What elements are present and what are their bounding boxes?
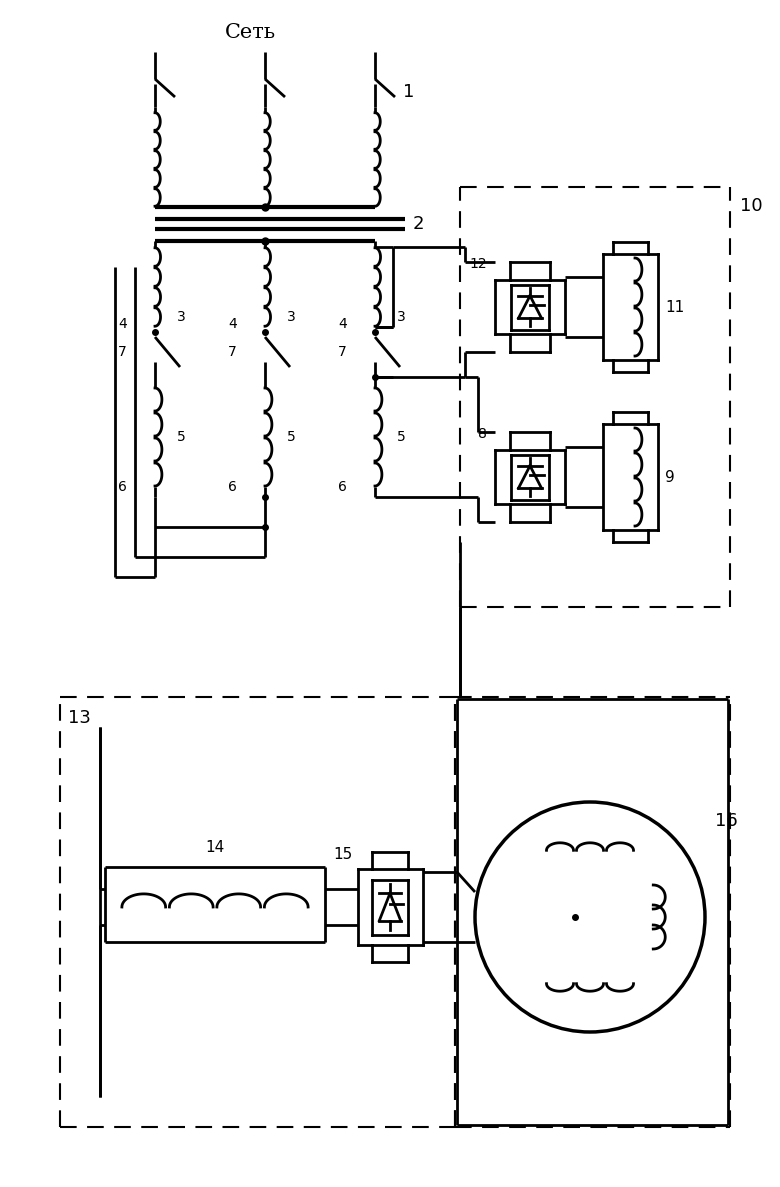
Text: 7: 7: [229, 345, 237, 358]
Text: 13: 13: [68, 709, 91, 726]
Text: 11: 11: [665, 299, 685, 315]
Text: 3: 3: [177, 310, 186, 324]
Text: 1: 1: [403, 83, 414, 101]
Text: 2: 2: [413, 215, 424, 233]
Text: 4: 4: [229, 317, 237, 331]
Text: 6: 6: [228, 480, 237, 494]
Text: 6: 6: [338, 480, 347, 494]
Text: 3: 3: [287, 310, 296, 324]
Text: 5: 5: [177, 430, 186, 444]
Text: 7: 7: [119, 345, 127, 358]
Text: 7: 7: [339, 345, 347, 358]
Text: 4: 4: [119, 317, 127, 331]
Text: 5: 5: [287, 430, 296, 444]
Text: 16: 16: [715, 812, 738, 830]
Text: 4: 4: [339, 317, 347, 331]
Text: Сеть: Сеть: [225, 23, 275, 42]
Text: 10: 10: [740, 197, 763, 215]
Text: 6: 6: [118, 480, 127, 494]
Text: 14: 14: [205, 840, 225, 855]
Text: 8: 8: [478, 427, 487, 442]
Text: 3: 3: [397, 310, 406, 324]
Text: 15: 15: [333, 848, 353, 862]
Text: 5: 5: [397, 430, 406, 444]
Text: 9: 9: [665, 470, 675, 484]
Text: 12: 12: [470, 258, 487, 271]
